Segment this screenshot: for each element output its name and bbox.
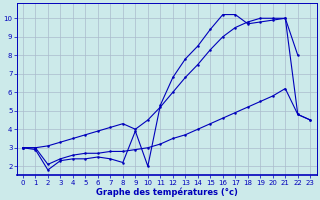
X-axis label: Graphe des températures (°c): Graphe des températures (°c) bbox=[96, 187, 237, 197]
